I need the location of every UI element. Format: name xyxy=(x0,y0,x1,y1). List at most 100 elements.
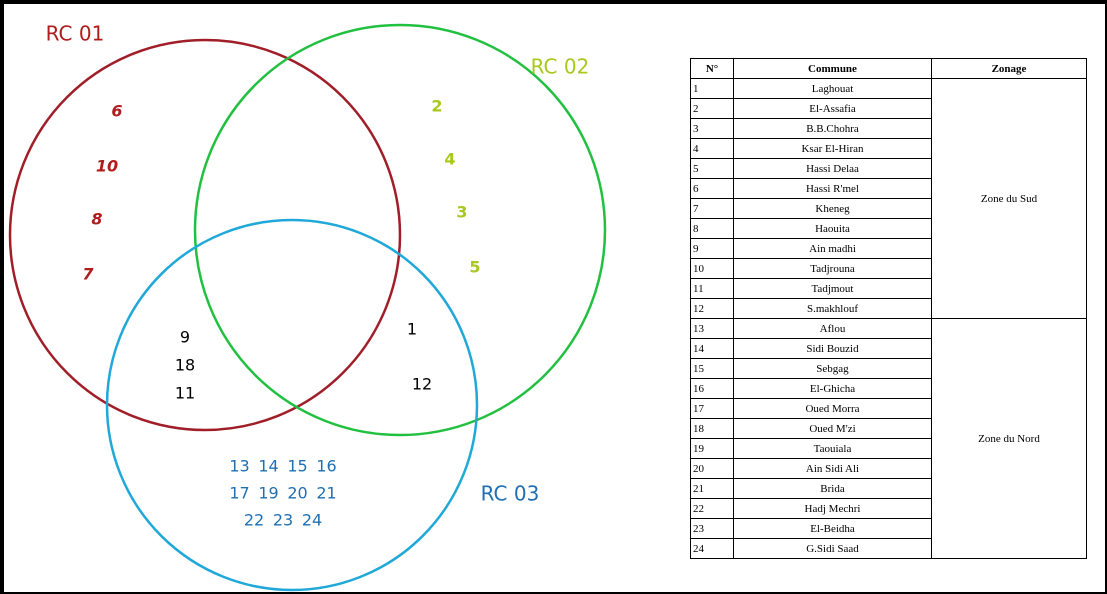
table-row: 5 Hassi Delaa xyxy=(690,158,1087,179)
region-number: 21 xyxy=(316,484,336,503)
num: 24 xyxy=(690,538,734,559)
commune: B.B.Chohra xyxy=(733,118,932,139)
region-number: 16 xyxy=(316,457,336,476)
region-number: 12 xyxy=(412,375,432,394)
commune: Taouiala xyxy=(733,438,932,459)
table-row: 20 Ain Sidi Ali xyxy=(690,458,1087,479)
region-number: 10 xyxy=(96,157,118,176)
region-number: 13 xyxy=(229,457,249,476)
num: 10 xyxy=(690,258,734,279)
set-label: RC 03 xyxy=(481,482,540,506)
commune: Ksar El-Hiran xyxy=(733,138,932,159)
region-number: 22 xyxy=(244,511,264,530)
num: 16 xyxy=(690,378,734,399)
num: 4 xyxy=(690,138,734,159)
set-circle xyxy=(8,38,402,432)
region-number: 11 xyxy=(175,384,195,403)
commune: Laghouat xyxy=(733,78,932,99)
num: 8 xyxy=(690,218,734,239)
region-number: 18 xyxy=(175,356,195,375)
table-row: 22 Hadj Mechri xyxy=(690,498,1087,519)
header-cell: N° xyxy=(690,58,734,79)
table-row: 17 Oued Morra xyxy=(690,398,1087,419)
table-row: 21 Brida xyxy=(690,478,1087,499)
num: 21 xyxy=(690,478,734,499)
num: 5 xyxy=(690,158,734,179)
table-row: 9 Ain madhi xyxy=(690,238,1087,259)
num: 22 xyxy=(690,498,734,519)
region-number: 5 xyxy=(469,258,480,277)
num: 20 xyxy=(690,458,734,479)
commune: Aflou xyxy=(733,318,932,339)
num: 12 xyxy=(690,298,734,319)
commune: Haouita xyxy=(733,218,932,239)
region-number: 17 xyxy=(229,484,249,503)
region-number: 6 xyxy=(111,102,122,121)
num: 2 xyxy=(690,98,734,119)
set-label: RC 01 xyxy=(46,22,105,46)
num: 15 xyxy=(690,358,734,379)
region-number: 8 xyxy=(91,210,102,229)
commune: Kheneg xyxy=(733,198,932,219)
num: 7 xyxy=(690,198,734,219)
commune: El-Assafia xyxy=(733,98,932,119)
header-cell: Zonage xyxy=(931,58,1087,79)
set-circle xyxy=(105,218,479,592)
region-number: 19 xyxy=(258,484,278,503)
num: 23 xyxy=(690,518,734,539)
region-number: 15 xyxy=(287,457,307,476)
commune: Hadj Mechri xyxy=(733,498,932,519)
table-row: 10 Tadjrouna xyxy=(690,258,1087,279)
header-row: N° Commune Zonage xyxy=(690,58,1087,79)
table-row: 8 Haouita xyxy=(690,218,1087,239)
num: 6 xyxy=(690,178,734,199)
set-label: RC 02 xyxy=(531,55,590,79)
commune: Ain Sidi Ali xyxy=(733,458,932,479)
num: 13 xyxy=(690,318,734,339)
num: 3 xyxy=(690,118,734,139)
commune: Sebgag xyxy=(733,358,932,379)
set-circle xyxy=(193,23,607,437)
commune: Oued Morra xyxy=(733,398,932,419)
header-cell: Commune xyxy=(733,58,932,79)
zone: Zone du Sud xyxy=(931,78,1087,319)
table-row: 23 El-Beidha xyxy=(690,518,1087,539)
num: 19 xyxy=(690,438,734,459)
region-number: 3 xyxy=(456,203,467,222)
table-row: 3 B.B.Chohra xyxy=(690,118,1087,139)
commune: El-Beidha xyxy=(733,518,932,539)
commune: Hassi Delaa xyxy=(733,158,932,179)
commune: Brida xyxy=(733,478,932,499)
commune: El-Ghicha xyxy=(733,378,932,399)
region-number: 20 xyxy=(287,484,307,503)
commune: Oued M'zi xyxy=(733,418,932,439)
region-number: 7 xyxy=(82,265,94,284)
num: 18 xyxy=(690,418,734,439)
commune: Tadjrouna xyxy=(733,258,932,279)
region-number: 23 xyxy=(273,511,293,530)
region-number: 9 xyxy=(180,328,190,347)
commune: G.Sidi Saad xyxy=(733,538,932,559)
commune: Ain madhi xyxy=(733,238,932,259)
commune: Hassi R'mel xyxy=(733,178,932,199)
table-row: 24 G.Sidi Saad xyxy=(690,538,1087,559)
commune: S.makhlouf xyxy=(733,298,932,319)
commune: Tadjmout xyxy=(733,278,932,299)
table-row: 13 Aflou Zone du Nord xyxy=(690,318,1087,559)
region-number: 1 xyxy=(407,320,417,339)
table-row: 1 Laghouat Zone du Sud xyxy=(690,78,1087,319)
region-number: 14 xyxy=(258,457,278,476)
zone: Zone du Nord xyxy=(931,318,1087,559)
region-number: 2 xyxy=(431,97,442,116)
num: 11 xyxy=(690,278,734,299)
num: 14 xyxy=(690,338,734,359)
region-number: 24 xyxy=(302,511,322,530)
table-row: 2 El-Assafia xyxy=(690,98,1087,119)
num: 9 xyxy=(690,238,734,259)
table-row: 11 Tadjmout xyxy=(690,278,1087,299)
commune-table: N° Commune Zonage 1 Laghouat Zone du Sud 2 El-A… xyxy=(690,58,1087,559)
commune: Sidi Bouzid xyxy=(733,338,932,359)
num: 1 xyxy=(690,78,734,99)
